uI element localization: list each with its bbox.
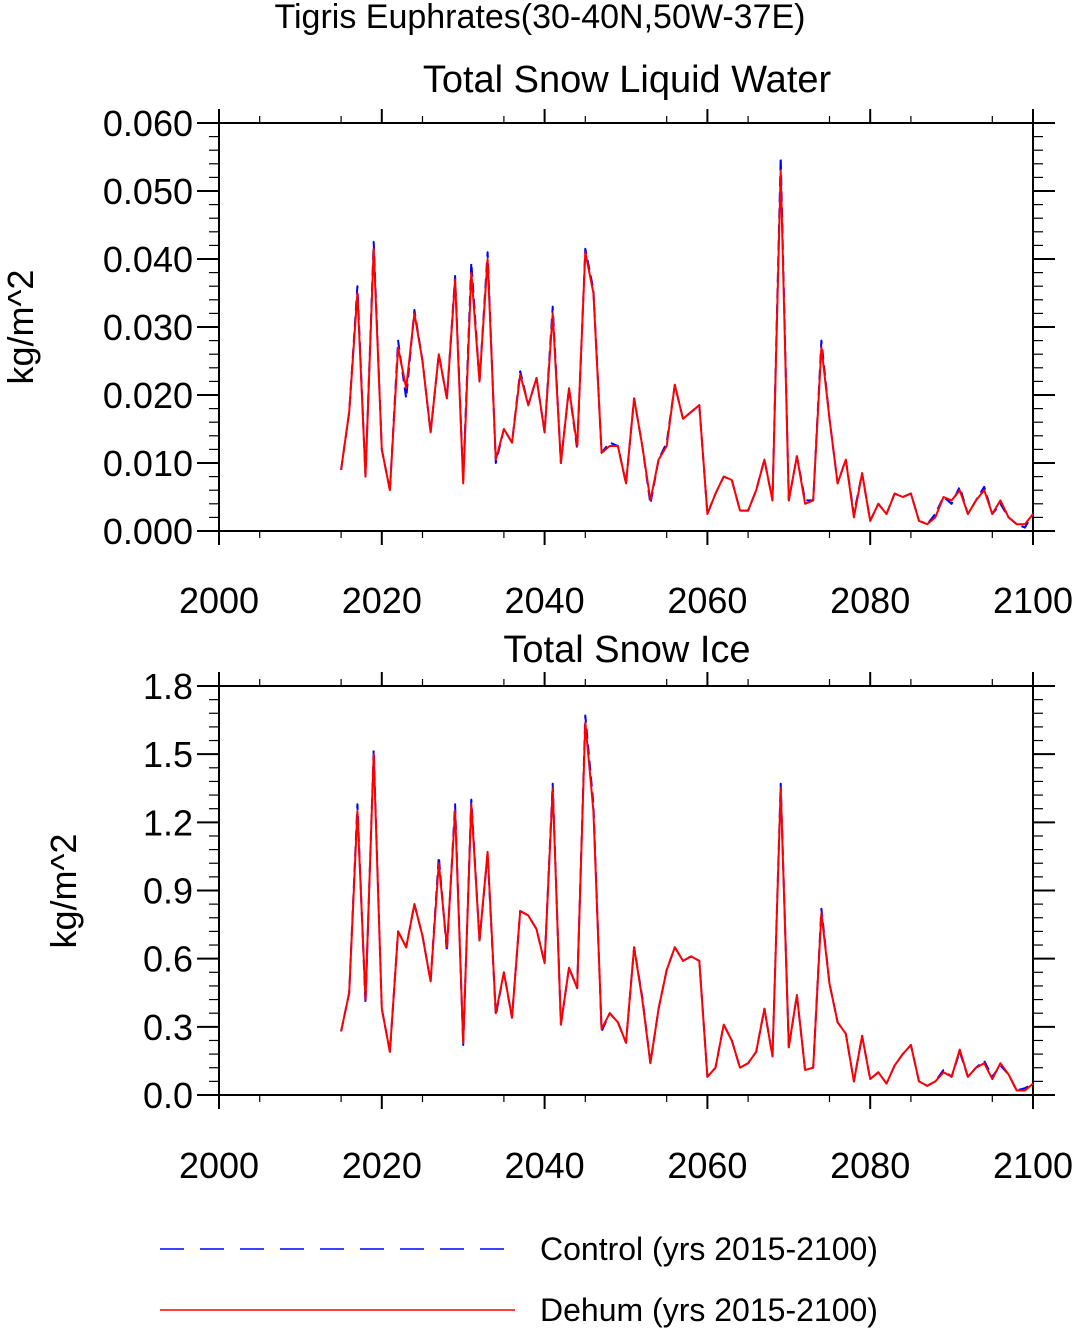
x-tick-label: 2020 <box>342 1145 422 1186</box>
y-tick-label: 0.040 <box>103 239 193 280</box>
series-line-control <box>340 714 1034 1092</box>
x-tick-label: 2000 <box>179 1145 259 1186</box>
x-tick-label: 2100 <box>993 1145 1073 1186</box>
y-tick-label: 0.060 <box>103 103 193 144</box>
y-tick-label: 1.8 <box>143 666 193 707</box>
chart-title: Total Snow Liquid Water <box>423 59 832 101</box>
series-line-dehum <box>340 169 1034 526</box>
x-tick-label: 2080 <box>830 580 910 621</box>
y-axis-label: kg/m^2 <box>0 270 41 385</box>
y-axis-label: kg/m^2 <box>43 834 84 949</box>
x-tick-label: 2040 <box>505 580 585 621</box>
y-tick-label: 0.000 <box>103 511 193 552</box>
x-tick-label: 2060 <box>667 580 747 621</box>
x-tick-label: 2000 <box>179 580 259 621</box>
y-tick-label: 1.2 <box>143 802 193 843</box>
series-line-control <box>340 156 1034 529</box>
x-tick-label: 2100 <box>993 580 1073 621</box>
x-tick-label: 2060 <box>667 1145 747 1186</box>
chart-title: Total Snow Ice <box>503 629 750 671</box>
legend-label-control: Control (yrs 2015-2100) <box>540 1231 878 1267</box>
x-tick-label: 2040 <box>505 1145 585 1186</box>
chart-panel-snow-liquid-water: Total Snow Liquid Water kg/m^2 2000 2020 2… <box>0 59 1073 621</box>
page-title: Tigris Euphrates(30-40N,50W-37E) <box>274 0 805 36</box>
y-tick-label: 0.030 <box>103 307 193 348</box>
y-tick-label: 0.3 <box>143 1007 193 1048</box>
y-tick-label: 0.0 <box>143 1075 193 1116</box>
x-tick-label: 2020 <box>342 580 422 621</box>
x-tick-label: 2080 <box>830 1145 910 1186</box>
y-tick-label: 0.020 <box>103 375 193 416</box>
legend: Control (yrs 2015-2100) Dehum (yrs 2015-… <box>160 1231 878 1328</box>
series-line-dehum <box>340 721 1034 1092</box>
y-tick-label: 1.5 <box>143 734 193 775</box>
chart-panel-snow-ice: Total Snow Ice kg/m^2 2000 2020 2040 2060 20… <box>43 629 1073 1186</box>
y-tick-label: 0.9 <box>143 871 193 912</box>
y-tick-label: 0.050 <box>103 171 193 212</box>
y-tick-label: 0.6 <box>143 939 193 980</box>
y-tick-label: 0.010 <box>103 443 193 484</box>
legend-label-dehum: Dehum (yrs 2015-2100) <box>540 1292 878 1328</box>
